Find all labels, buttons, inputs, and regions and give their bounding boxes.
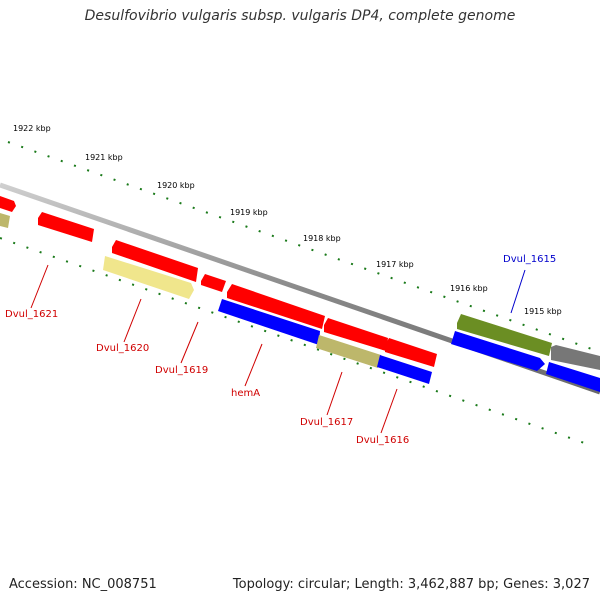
- gene-feature[interactable]: [451, 331, 545, 371]
- gene-label[interactable]: hemA: [231, 388, 260, 399]
- gene-label[interactable]: Dvul_1617: [300, 417, 353, 428]
- gene-feature[interactable]: [324, 318, 388, 351]
- label-leader: [244, 343, 263, 387]
- accession-text: Accession: NC_008751: [9, 577, 157, 592]
- genome-summary: Topology: circular; Length: 3,462,887 bp…: [232, 577, 590, 592]
- gene-label[interactable]: Dvul_1616: [356, 435, 409, 446]
- tick-label: 1920 kbp: [157, 181, 195, 190]
- genome-title: Desulfovibrio vulgaris subsp. vulgaris D…: [84, 8, 516, 24]
- gene-feature[interactable]: [316, 335, 381, 368]
- gene-feature[interactable]: [0, 196, 16, 212]
- gene-feature[interactable]: [377, 355, 432, 384]
- label-leader: [326, 371, 343, 416]
- gene-label[interactable]: Dvul_1619: [155, 365, 208, 376]
- gene-feature[interactable]: [0, 213, 10, 228]
- gene-label[interactable]: Dvul_1620: [96, 343, 149, 354]
- gene-label[interactable]: Dvul_1615: [503, 254, 556, 265]
- tick-label: 1918 kbp: [303, 234, 341, 243]
- gene-feature[interactable]: [227, 284, 325, 329]
- gene-feature[interactable]: [218, 299, 320, 345]
- gene-feature[interactable]: [38, 212, 94, 242]
- tick-label: 1921 kbp: [85, 153, 123, 162]
- label-leader: [510, 269, 526, 314]
- gene-feature[interactable]: [385, 338, 437, 367]
- gene-label[interactable]: Dvul_1621: [5, 309, 58, 320]
- tick-label: 1922 kbp: [13, 124, 51, 133]
- label-leader: [30, 264, 49, 309]
- tick-label: 1915 kbp: [524, 307, 562, 316]
- label-leader: [380, 388, 398, 434]
- gene-feature[interactable]: [103, 256, 194, 299]
- tick-label: 1919 kbp: [230, 208, 268, 217]
- tick-label: 1917 kbp: [376, 260, 414, 269]
- label-leader: [123, 298, 142, 343]
- gene-feature[interactable]: [546, 362, 600, 392]
- gene-feature[interactable]: [201, 274, 226, 292]
- gene-feature[interactable]: [551, 345, 600, 370]
- tick-label: 1916 kbp: [450, 284, 488, 293]
- gene-feature[interactable]: [457, 314, 552, 356]
- label-leader: [180, 321, 199, 364]
- gene-feature[interactable]: [112, 240, 198, 282]
